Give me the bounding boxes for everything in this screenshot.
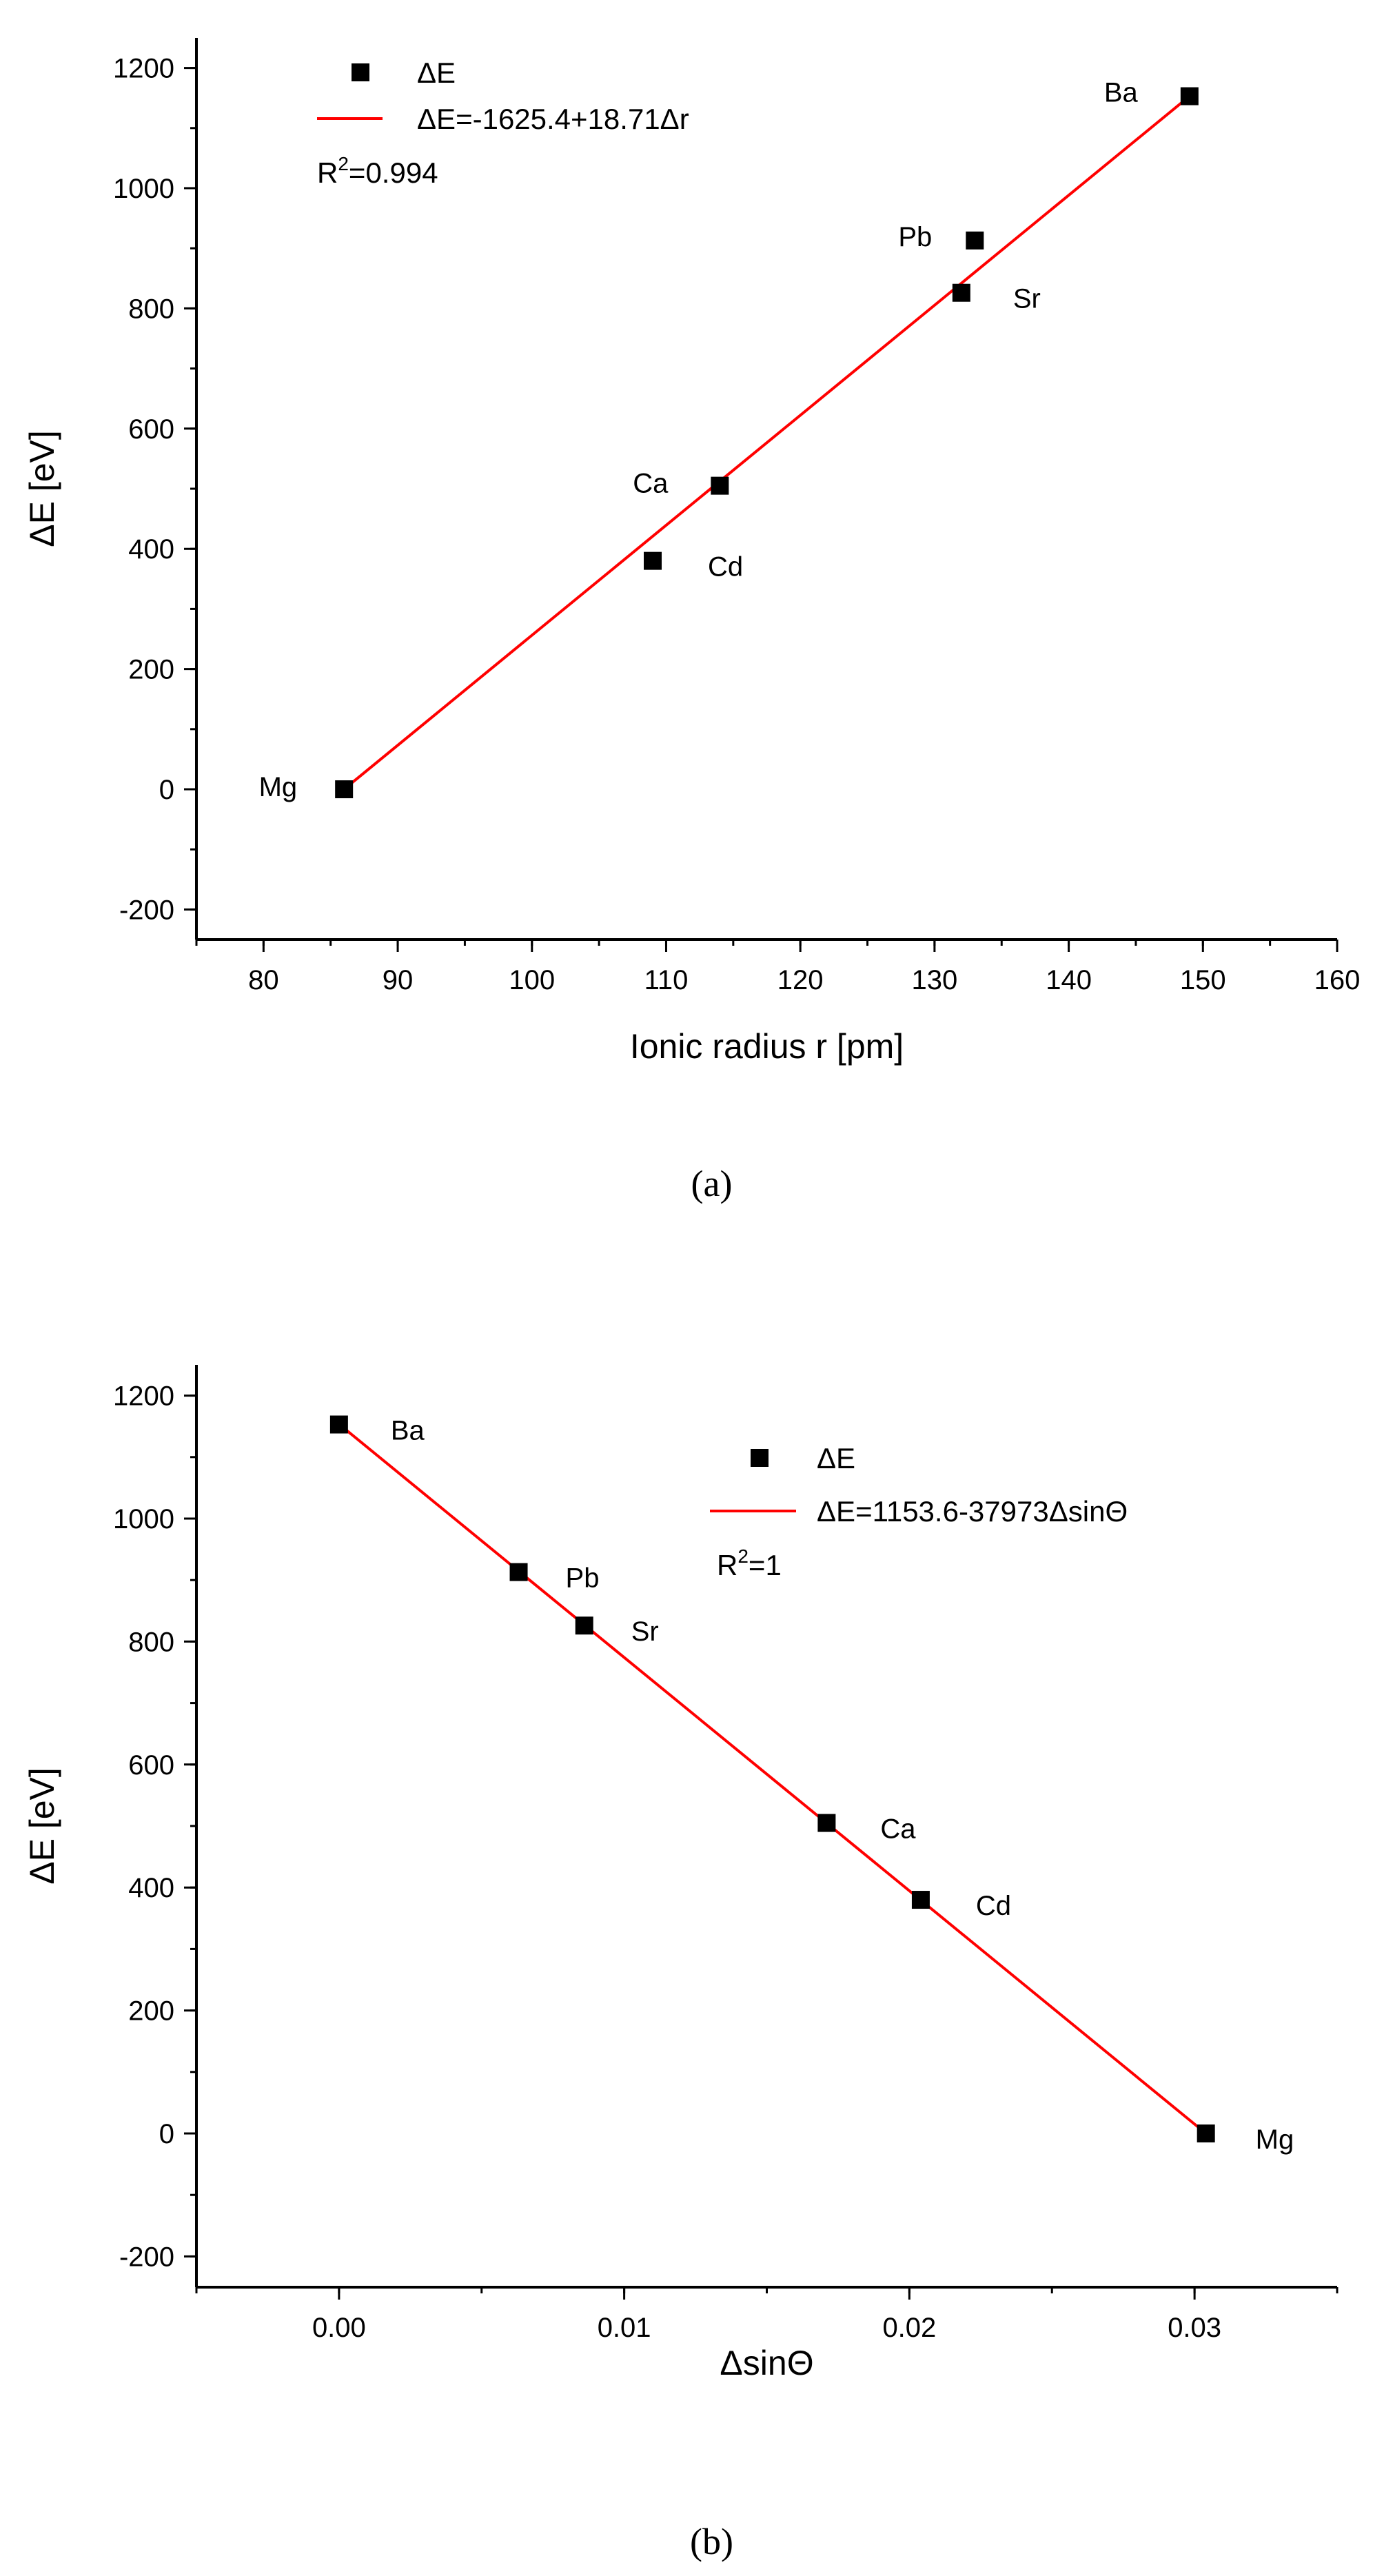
legend-fit-label: ΔE=-1625.4+18.71Δr [417, 103, 689, 135]
point-label-pb: Pb [566, 1563, 600, 1594]
r-squared-superscript: 2 [338, 153, 349, 174]
data-point-cd [911, 1891, 930, 1909]
x-tick-label: 140 [1046, 965, 1092, 995]
x-tick-label: 110 [644, 965, 689, 995]
x-axis-title: Ionic radius r [pm] [630, 1027, 904, 1066]
y-tick-label: 1200 [113, 54, 174, 84]
y-tick-label: 1200 [113, 1381, 174, 1412]
point-label-sr: Sr [1013, 284, 1041, 314]
y-axis-title: ΔE [eV] [23, 1767, 61, 1885]
y-tick-label: 400 [128, 534, 174, 565]
data-point-pb [966, 231, 984, 250]
x-tick-label: 0.00 [312, 2313, 366, 2343]
x-tick-label: 0.02 [882, 2313, 936, 2343]
legend-marker [352, 63, 369, 81]
panel-caption: (b) [690, 2521, 733, 2562]
legend-series-label: ΔE [817, 1442, 855, 1474]
point-label-cd: Cd [708, 552, 743, 582]
x-tick-label: 120 [777, 965, 824, 995]
y-tick-label: 0 [159, 775, 174, 805]
y-tick-label: 1000 [113, 1504, 174, 1534]
data-point-ca [711, 476, 729, 495]
point-label-ba: Ba [1104, 78, 1139, 108]
r-squared-value: =0.994 [349, 156, 438, 189]
point-label-mg: Mg [259, 772, 298, 802]
x-axis-title: ΔsinΘ [720, 2344, 813, 2382]
data-point-ba [329, 1415, 348, 1434]
r-squared-value: =1 [749, 1549, 782, 1581]
x-tick-label: 0.01 [598, 2313, 651, 2343]
y-tick-label: 0 [159, 2119, 174, 2149]
r-squared-label: R2=1 [717, 1545, 782, 1581]
x-tick-label: 130 [912, 965, 958, 995]
r-squared-prefix: R [317, 156, 338, 189]
y-tick-label: -200 [119, 895, 174, 925]
y-tick-label: 600 [128, 414, 174, 445]
point-label-mg: Mg [1256, 2124, 1294, 2155]
panel-caption: (a) [691, 1163, 733, 1204]
point-label-ba: Ba [391, 1416, 425, 1446]
r-squared-superscript: 2 [737, 1545, 749, 1567]
r-squared-prefix: R [717, 1549, 737, 1581]
data-point-cd [644, 551, 662, 570]
data-point-ca [817, 1814, 836, 1832]
fit-line [338, 1423, 1207, 2135]
data-point-ba [1180, 87, 1199, 105]
x-tick-label: 0.03 [1168, 2313, 1221, 2343]
x-tick-label: 160 [1314, 965, 1361, 995]
legend-series-label: ΔE [417, 57, 456, 89]
data-point-mg [335, 780, 354, 798]
legend-fit-label: ΔE=1153.6-37973ΔsinΘ [817, 1495, 1128, 1528]
data-point-sr [575, 1616, 593, 1635]
y-tick-label: 600 [128, 1750, 174, 1781]
fit-line [343, 95, 1191, 791]
point-label-ca: Ca [880, 1814, 916, 1845]
y-tick-label: 1000 [113, 174, 174, 204]
y-tick-label: 200 [128, 1996, 174, 2027]
y-tick-label: 200 [128, 655, 174, 685]
x-tick-label: 90 [383, 965, 414, 995]
chart-panel-a: 80 90 100 110 120 130 140 150 160 -200 0 200 400 600 8… [23, 38, 1360, 1204]
data-point-mg [1197, 2124, 1215, 2142]
y-axis-title: ΔE [eV] [23, 430, 61, 547]
point-label-ca: Ca [633, 469, 669, 499]
y-tick-label: 800 [128, 1627, 174, 1657]
point-label-cd: Cd [976, 1891, 1011, 1921]
x-tick-label: 80 [248, 965, 279, 995]
y-tick-label: -200 [119, 2242, 174, 2272]
x-tick-label: 150 [1180, 965, 1226, 995]
r-squared-label: R2=0.994 [317, 153, 438, 189]
data-point-pb [509, 1563, 528, 1581]
y-tick-label: 400 [128, 1873, 174, 1903]
chart-panel-b: 0.00 0.01 0.02 0.03 -200 0 200 400 600 800 1000 120… [23, 1365, 1339, 2562]
legend-marker [751, 1449, 769, 1467]
y-tick-label: 800 [128, 294, 174, 324]
x-tick-label: 100 [509, 965, 555, 995]
point-label-pb: Pb [898, 222, 932, 252]
point-label-sr: Sr [631, 1616, 659, 1647]
data-point-sr [952, 283, 970, 302]
